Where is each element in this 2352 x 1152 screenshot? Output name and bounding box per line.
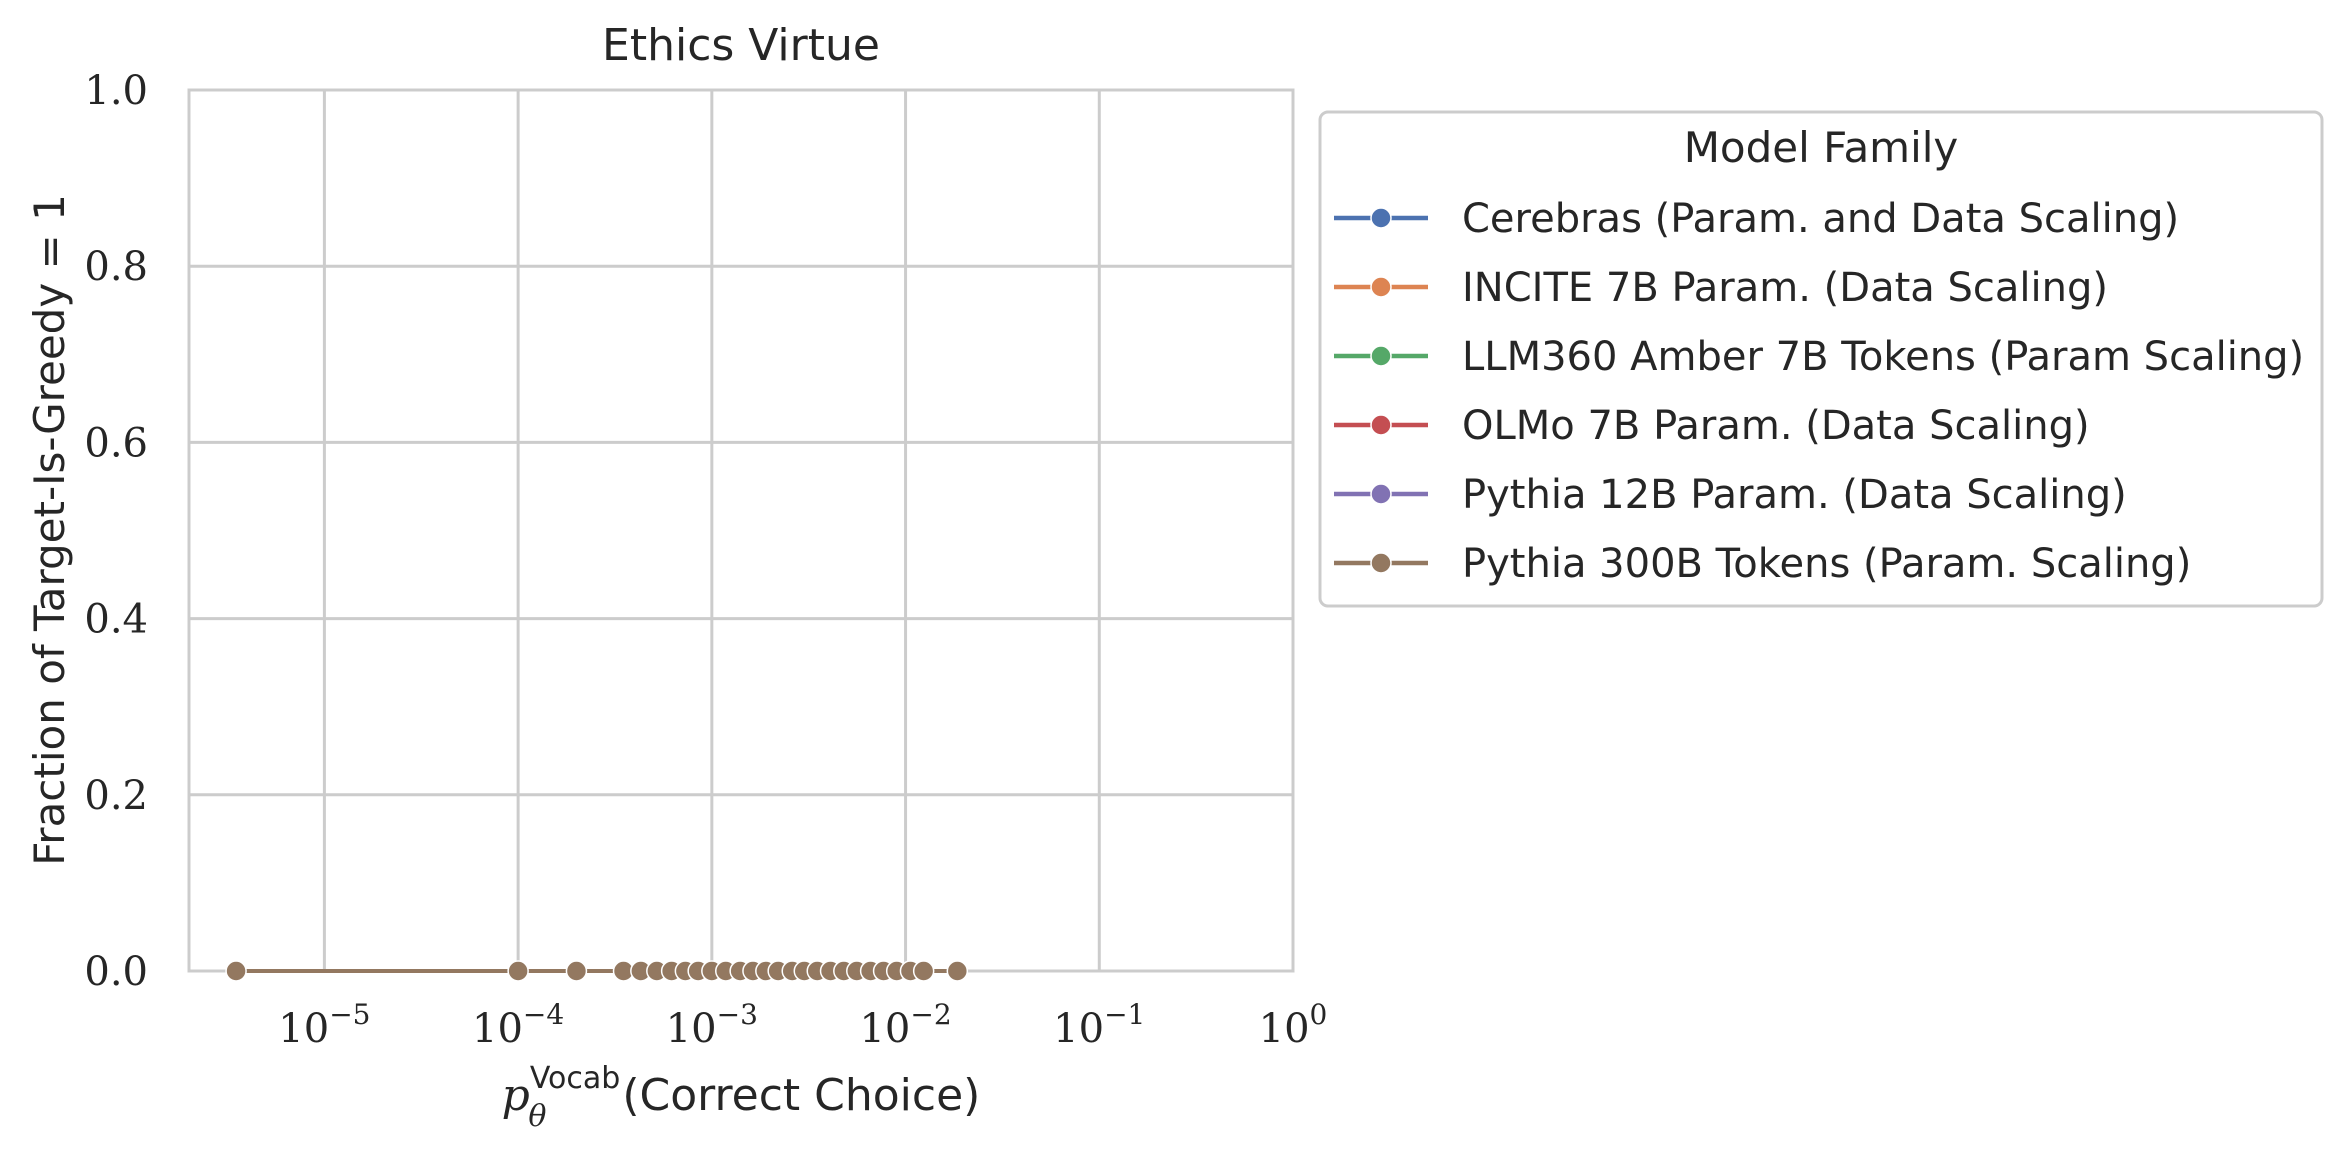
series-5-point-0: [225, 960, 247, 982]
legend-label-3: OLMo 7B Param. (Data Scaling): [1462, 403, 2090, 449]
y-tick-label-5: 1.0: [84, 68, 148, 114]
y-tick-label-1: 0.2: [84, 773, 148, 819]
y-tick-label-3: 0.6: [84, 420, 148, 466]
x-axis-label-suffix: (Correct Choice): [622, 1070, 980, 1121]
legend-marker-3: [1370, 414, 1392, 436]
x-tick-label-5: 100: [1259, 998, 1328, 1052]
x-tick-label-2: 10−3: [666, 998, 758, 1052]
legend-marker-2: [1370, 345, 1392, 367]
y-tick-label-0: 0.0: [84, 949, 148, 995]
legend-label-5: Pythia 300B Tokens (Param. Scaling): [1462, 541, 2191, 587]
x-tick-label-0: 10−5: [278, 998, 370, 1052]
y-tick-label-2: 0.4: [84, 597, 148, 643]
legend-marker-5: [1370, 552, 1392, 574]
legend-marker-4: [1370, 483, 1392, 505]
series-5-point-1: [507, 960, 529, 982]
y-tick-label-4: 0.8: [84, 244, 148, 290]
y-axis-label: Fraction of Target-Is-Greedy = 1: [25, 194, 74, 866]
legend-marker-1: [1370, 276, 1392, 298]
legend: Model Family Cerebras (Param. and Data S…: [1318, 110, 2324, 608]
y-tick-labels: 0.0 0.2 0.4 0.6 0.8 1.0: [84, 68, 148, 995]
x-axis-label-p: p: [502, 1070, 530, 1121]
legend-box: [1318, 110, 2324, 608]
plot-background: [189, 90, 1293, 971]
series-5-point-2: [565, 960, 588, 982]
x-tick-label-4: 10−1: [1053, 998, 1145, 1052]
x-tick-labels: 10−5 10−4 10−3 10−2 10−1 100: [278, 998, 1327, 1052]
legend-title: Model Family: [1684, 123, 1959, 172]
legend-marker-0: [1370, 207, 1392, 229]
series-layer: [225, 960, 969, 982]
series-5-point-25: [912, 960, 935, 982]
x-axis-label-subscript: θ: [528, 1099, 546, 1134]
legend-label-2: LLM360 Amber 7B Tokens (Param Scaling): [1462, 334, 2304, 380]
x-tick-label-1: 10−4: [472, 998, 564, 1052]
legend-label-0: Cerebras (Param. and Data Scaling): [1462, 196, 2179, 242]
legend-label-1: INCITE 7B Param. (Data Scaling): [1462, 265, 2108, 311]
legend-items: Cerebras (Param. and Data Scaling) INCITE…: [1334, 196, 2304, 587]
x-axis-label: pVocab θ (Correct Choice): [502, 1061, 981, 1134]
x-tick-label-3: 10−2: [859, 998, 951, 1052]
x-axis-label-superscript: Vocab: [530, 1061, 620, 1096]
chart-title: Ethics Virtue: [602, 20, 880, 71]
legend-label-4: Pythia 12B Param. (Data Scaling): [1462, 472, 2127, 518]
series-5-point-26: [946, 960, 969, 982]
